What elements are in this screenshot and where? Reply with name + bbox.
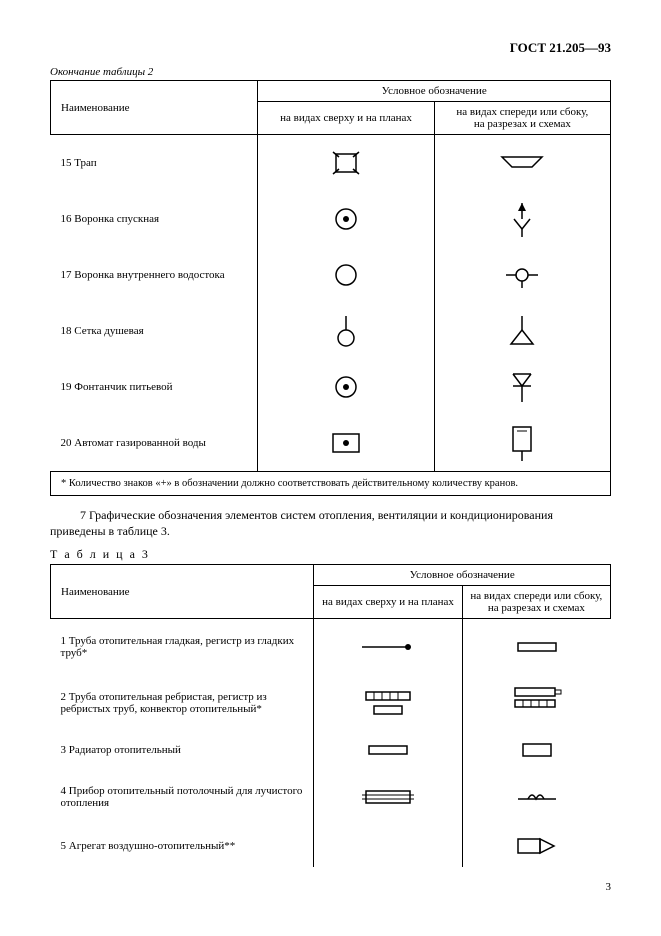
header-section: на видах спереди или сбоку, на разрезах … <box>434 102 610 135</box>
symbol-section <box>434 247 610 303</box>
row-name: 1 Труба отопительная гладкая, регистр из… <box>51 619 314 676</box>
table-2: Наименование Условное обозначение на вид… <box>50 80 611 496</box>
symbol-plan <box>258 135 434 192</box>
table2-footnote: * Количество знаков «+» в обозначении до… <box>51 472 611 496</box>
symbol-section <box>434 359 610 415</box>
symbol-section <box>434 415 610 472</box>
symbol-plan <box>314 769 462 825</box>
header-plan: на видах сверху и на планах <box>314 586 462 619</box>
header-plan: на видах сверху и на планах <box>258 102 434 135</box>
row-name: 3 Радиатор отопительный <box>51 731 314 769</box>
row-name: 16 Воронка спускная <box>51 191 258 247</box>
symbol-section <box>462 825 610 867</box>
symbol-plan <box>314 675 462 731</box>
row-name: 2 Труба отопительная ребристая, регистр … <box>51 675 314 731</box>
symbol-plan <box>258 359 434 415</box>
header-symbol: Условное обозначение <box>258 81 611 102</box>
symbol-plan <box>258 415 434 472</box>
row-name: 20 Автомат газированной воды <box>51 415 258 472</box>
row-name: 4 Прибор отопительный потолочный для луч… <box>51 769 314 825</box>
symbol-section <box>434 135 610 192</box>
table3-label: Т а б л и ц а 3 <box>50 547 611 562</box>
symbol-plan <box>258 303 434 359</box>
paragraph-7: 7 Графические обозначения элементов сист… <box>50 508 611 539</box>
row-name: 15 Трап <box>51 135 258 192</box>
document-id: ГОСТ 21.205—93 <box>50 40 611 56</box>
table-3: Наименование Условное обозначение на вид… <box>50 564 611 867</box>
symbol-plan <box>258 247 434 303</box>
row-name: 17 Воронка внутреннего водостока <box>51 247 258 303</box>
symbol-plan <box>314 619 462 676</box>
header-symbol: Условное обозначение <box>314 565 611 586</box>
symbol-section <box>462 675 610 731</box>
symbol-plan <box>314 731 462 769</box>
table2-caption: Окончание таблицы 2 <box>50 66 611 78</box>
symbol-plan <box>314 825 462 867</box>
symbol-section <box>434 303 610 359</box>
symbol-plan <box>258 191 434 247</box>
header-section: на видах спереди или сбоку, на разрезах … <box>462 586 610 619</box>
header-name: Наименование <box>51 81 258 135</box>
symbol-section <box>434 191 610 247</box>
symbol-section <box>462 619 610 676</box>
page-number: 3 <box>50 881 611 893</box>
symbol-section <box>462 769 610 825</box>
row-name: 19 Фонтанчик питьевой <box>51 359 258 415</box>
row-name: 5 Агрегат воздушно-отопительный** <box>51 825 314 867</box>
header-name: Наименование <box>51 565 314 619</box>
row-name: 18 Сетка душевая <box>51 303 258 359</box>
symbol-section <box>462 731 610 769</box>
